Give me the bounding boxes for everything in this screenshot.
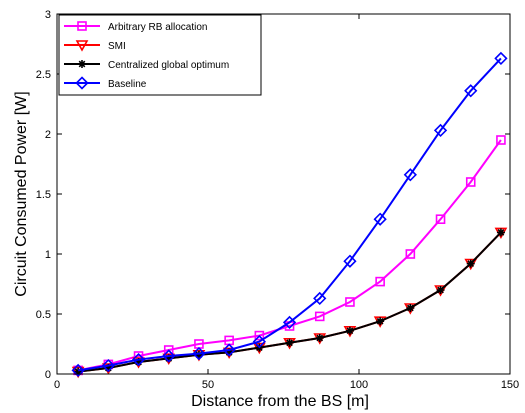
data-point [225,348,234,357]
legend-marker [77,21,87,31]
legend-label: Arbitrary RB allocation [108,22,207,33]
data-point [465,177,476,187]
data-point [104,364,113,372]
series-layer [71,51,508,379]
y-tick-label: 0.5 [36,309,51,321]
legend-marker [78,60,86,68]
data-point [466,259,475,268]
data-point [496,228,505,237]
data-point [403,168,417,182]
legend: Arbitrary RB allocation SMI Centralized gl… [58,14,262,96]
legend-label: Baseline [108,79,147,90]
y-tick-label: 1.5 [36,189,51,201]
data-point [433,123,448,138]
legend-box [58,14,262,96]
data-point [71,363,85,378]
data-point [343,254,357,268]
data-point [285,338,294,347]
data-point [375,276,385,287]
data-point [494,51,508,66]
data-point [131,352,146,367]
data-point [345,326,354,335]
x-tick-label: 50 [202,379,214,391]
data-point [313,291,327,306]
data-point [406,304,415,312]
data-point [254,330,265,341]
series-4 [71,51,508,378]
y-tick-label: 0 [45,369,51,381]
legend-label: SMI [108,41,126,52]
data-point [252,334,266,349]
data-point [496,135,506,145]
axes-layer: 0 50 100 150 0 0.5 1 1.5 2 2.5 3 [36,9,519,391]
x-axis-label: Distance from the BS [m] [191,393,369,410]
y-tick-label: 3 [45,9,51,21]
data-point [436,286,445,294]
data-point [345,297,355,307]
legend-item: Arbitrary RB allocation [64,21,207,33]
x-tick-label: 0 [54,379,60,391]
data-point [164,354,173,363]
data-point [192,346,206,361]
y-tick-label: 2.5 [36,69,51,81]
legend-item: SMI [64,40,126,52]
data-point [405,249,416,259]
y-axis-label: Circuit Consumed Power [W] [13,91,30,296]
x-tick-label: 100 [350,379,368,391]
legend-label: Centralized global optimum [108,60,229,71]
data-point [435,214,446,224]
data-point [101,358,115,373]
data-point [134,358,143,366]
legend-item: Baseline [64,76,147,90]
data-point [162,349,176,363]
legend-item: Centralized global optimum [64,60,229,71]
data-point [74,367,83,376]
data-point [314,311,325,322]
legend-marker [75,76,89,90]
data-point [376,317,385,326]
y-tick-label: 1 [45,249,51,261]
series-line [77,139,502,372]
x-tick-label: 150 [501,379,519,391]
legend-marker [75,40,89,52]
data-point [373,212,387,226]
data-point [315,334,324,342]
data-point [282,315,297,330]
data-point [222,343,236,357]
data-point [464,84,478,98]
series-line [77,57,502,372]
data-point [194,350,203,359]
y-tick-label: 2 [45,129,51,141]
